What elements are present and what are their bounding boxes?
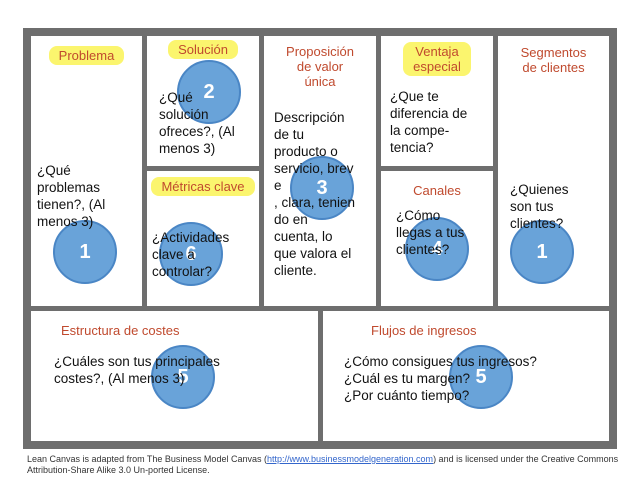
block-ingresos: Flujos de ingresos 5 ¿Cómo consigues tus… [323,311,609,441]
license-line-2: Attribution-Share Alike 3.0 Un-ported Li… [27,465,210,475]
block-solucion-title: Solución [147,40,259,59]
block-metricas: Métricas clave 6 ¿Actividades clave a co… [147,171,259,306]
license-footer: Lean Canvas is adapted from The Business… [27,454,627,476]
license-line-1: Lean Canvas is adapted from The Business… [27,454,627,465]
number-circle-1-segmentos: 1 [510,220,574,284]
block-problema-text: ¿Qué problemas tienen?, (Al menos 3) [37,163,106,229]
number-circle-3: 3 [290,156,354,220]
block-propuesta: Proposición de valor única 3 Descripción… [264,36,376,306]
number-circle-6: 6 [159,222,223,286]
block-canales-title: Canales [413,183,461,198]
number-circle-5-ingresos: 5 [449,345,513,409]
block-problema-title: Problema [31,46,142,65]
license-text-post: ) and is licensed under the Creative Com… [433,454,619,464]
block-ventaja-title: Ventaja especial [381,42,493,76]
block-ventaja: Ventaja especial ¿Que te diferencia de l… [381,36,493,166]
lean-canvas: Problema 1 ¿Qué problemas tienen?, (Al m… [23,28,617,449]
number-circle-2: 2 [177,60,241,124]
block-ventaja-text: ¿Que te diferencia de la compe- tencia? [390,89,468,155]
block-costes-text: ¿Cuáles son tus principales costes?, (Al… [54,354,220,386]
block-propuesta-text: Descripción de tu producto o servicio, b… [274,110,356,278]
block-solucion-text: ¿Qué solución ofreces?, (Al menos 3) [159,90,235,156]
block-segmentos-title: Segmentos de clientes [520,45,587,75]
number-circle-5-costes: 5 [151,345,215,409]
block-problema: Problema 1 ¿Qué problemas tienen?, (Al m… [31,36,142,306]
block-propuesta-title: Proposición de valor única [286,44,354,89]
block-solucion: Solución 2 ¿Qué solución ofreces?, (Al m… [147,36,259,166]
number-circle-4: 4 [405,217,469,281]
block-metricas-title: Métricas clave [147,177,259,196]
block-segmentos-text: ¿Quienes son tus clientes? [510,182,569,231]
block-costes: Estructura de costes 5 ¿Cuáles son tus p… [31,311,318,441]
block-canales-text: ¿Cómo llegas a tus clientes? [396,208,465,257]
business-model-link[interactable]: http://www.businessmodelgeneration.com [266,454,434,464]
block-canales: Canales 4 ¿Cómo llegas a tus clientes? [381,171,493,306]
block-segmentos: Segmentos de clientes 1 ¿Quienes son tus… [498,36,609,306]
number-circle-1-problema: 1 [53,220,117,284]
block-ingresos-title: Flujos de ingresos [371,323,477,338]
block-ingresos-text: ¿Cómo consigues tus ingresos? ¿Cuál es t… [344,354,537,403]
block-metricas-text: ¿Actividades clave a controlar? [152,230,230,279]
license-text-pre: Lean Canvas is adapted from The Business… [27,454,267,464]
block-costes-title: Estructura de costes [61,323,180,338]
